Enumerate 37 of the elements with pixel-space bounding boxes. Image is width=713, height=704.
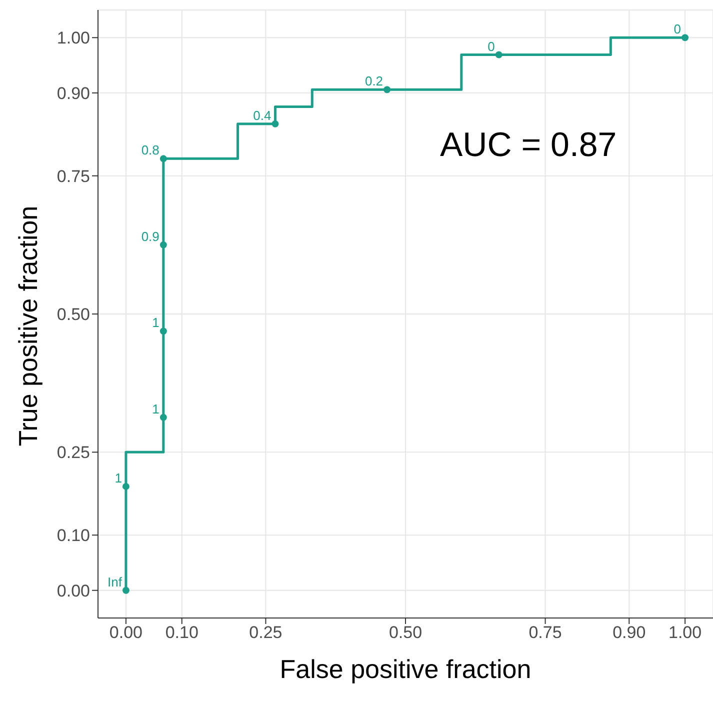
annotation: 0	[488, 38, 495, 54]
x-tick-label: 0.00	[109, 623, 142, 642]
point	[495, 51, 502, 58]
y-tick-label: 0.25	[56, 443, 90, 462]
y-tick-label: 0.10	[56, 526, 90, 546]
annotation: 0	[674, 22, 682, 37]
y-tick-label: 0.00	[56, 581, 90, 600]
x-tick-label: 0.90	[612, 623, 646, 642]
x-tick-label: 0.50	[388, 623, 422, 642]
y-tick-label: 0.75	[56, 166, 90, 186]
y-tick-label: 0.90	[56, 84, 90, 103]
point	[160, 155, 167, 162]
x-tick-label: 0.75	[528, 623, 562, 642]
y-tick-label: 0.50	[56, 305, 90, 324]
x-tick-label: 0.10	[165, 623, 198, 642]
annotation: 0.9	[141, 228, 160, 244]
y-axis-title: True positive fraction	[12, 206, 44, 446]
annotation: 1	[114, 470, 122, 486]
point	[122, 482, 130, 490]
x-tick-label: 1.00	[668, 623, 702, 642]
annotation: 1	[152, 315, 160, 330]
y-tick-label: 1.00	[56, 28, 90, 48]
annotation: AUC = 0.87	[440, 126, 617, 165]
point	[160, 241, 167, 248]
annotation: Inf	[107, 574, 122, 590]
annotation: 0.8	[141, 142, 160, 158]
annotation: 1	[152, 401, 160, 416]
annotation: 0.2	[364, 74, 384, 89]
point	[122, 586, 130, 594]
point	[384, 86, 391, 94]
point	[272, 120, 279, 128]
x-axis-title: False positive fraction	[280, 654, 532, 684]
annotation: 0.4	[253, 108, 272, 123]
point	[682, 34, 689, 42]
point	[160, 328, 167, 335]
x-tick-label: 0.25	[249, 623, 282, 642]
point	[160, 414, 167, 421]
